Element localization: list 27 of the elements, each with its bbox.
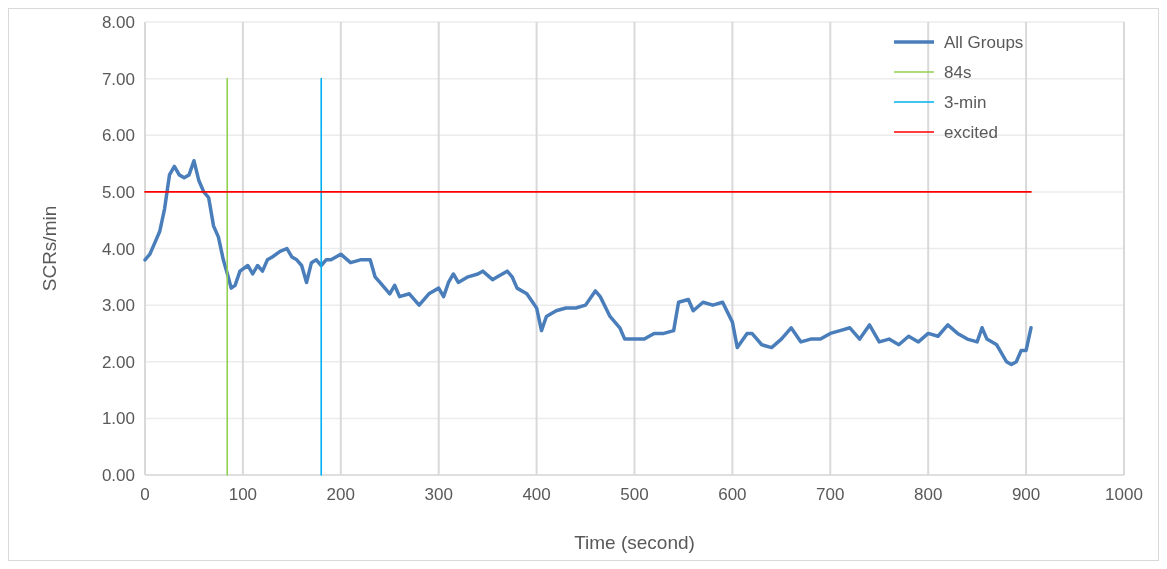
x-tick-label: 300 (424, 485, 453, 504)
y-axis-title: SCRs/min (39, 205, 60, 292)
x-tick-label: 700 (816, 485, 845, 504)
y-tick-label: 1.00 (101, 409, 135, 429)
x-tick-label: 1000 (1105, 485, 1143, 504)
x-tick-label: 500 (620, 485, 649, 504)
x-tick-label: 400 (522, 485, 551, 504)
legend-label: All Groups (944, 33, 1024, 52)
legend-label: 3-min (944, 93, 987, 112)
y-tick-label: 0.00 (101, 466, 135, 485)
line-series (143, 158, 1033, 367)
x-tick-label: 900 (1011, 485, 1041, 504)
x-axis-title: Time (second) (574, 532, 695, 553)
x-tick-label: 200 (326, 485, 355, 504)
y-tick-label: 8.00 (101, 13, 135, 32)
y-tick-label: 4.00 (101, 239, 135, 259)
x-tick-label: 0 (140, 485, 150, 504)
y-tick-label: 3.00 (101, 296, 135, 316)
y-tick-label: 2.00 (101, 352, 135, 372)
x-tick-label: 100 (228, 485, 258, 504)
y-tick-label: 5.00 (101, 182, 135, 202)
y-tick-label: 6.00 (101, 126, 135, 146)
x-tick-label: 800 (914, 485, 943, 504)
y-tick-label: 7.00 (101, 69, 135, 89)
x-tick-label: 600 (718, 485, 747, 504)
legend-label: excited (944, 123, 998, 142)
legend-label: 84s (944, 63, 972, 82)
